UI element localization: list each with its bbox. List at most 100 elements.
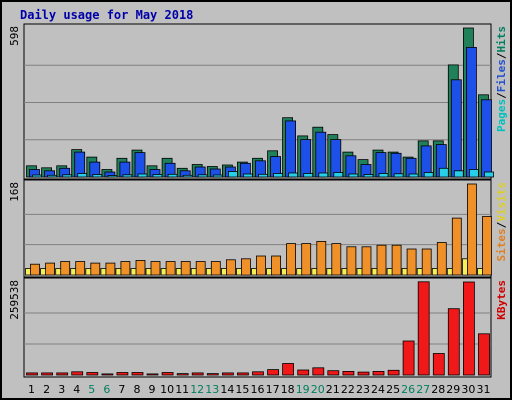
- bar-sites-day-7: [120, 261, 131, 276]
- x-tick-label-11: 11: [175, 383, 189, 396]
- bar-sites-day-13: [210, 261, 221, 276]
- x-tick-label-21: 21: [326, 383, 340, 396]
- bar-kbytes-day-28: [432, 353, 445, 376]
- bar-sites-day-12: [195, 261, 206, 276]
- x-tick-label-1: 1: [28, 383, 35, 396]
- x-tick-label-2: 2: [43, 383, 50, 396]
- bar-kbytes-day-24: [372, 370, 385, 376]
- x-tick-label-12: 12: [190, 383, 204, 396]
- bar-kbytes-day-16: [252, 371, 264, 376]
- bar-pages-day-12: [197, 174, 208, 178]
- x-tick-label-15: 15: [235, 383, 249, 396]
- bar-kbytes-day-10: [161, 372, 174, 376]
- bar-pages-day-3: [62, 174, 73, 178]
- bar-kbytes-day-21: [327, 370, 340, 376]
- bar-sites-day-9: [150, 261, 161, 276]
- bar-sites-day-22: [346, 246, 357, 276]
- bar-sites-day-15: [240, 258, 251, 276]
- x-tick-label-18: 18: [281, 383, 295, 396]
- panel-1-max-label: 598: [8, 26, 21, 46]
- chart-title: Daily usage for May 2018: [20, 8, 194, 22]
- bar-kbytes-day-4: [71, 371, 84, 376]
- bar-kbytes-day-22: [342, 370, 355, 376]
- legend-label-kbytes: KBytes: [495, 280, 508, 320]
- legend-label-separator: /: [495, 221, 508, 228]
- bar-kbytes-day-15: [236, 372, 249, 376]
- x-tick-label-7: 7: [118, 383, 125, 396]
- bar-pages-day-17: [273, 173, 284, 178]
- bar-sites-day-19: [301, 243, 312, 276]
- bar-sites-day-21: [331, 243, 342, 276]
- x-tick-label-14: 14: [220, 383, 234, 396]
- legend-label-hits: Hits: [495, 26, 508, 53]
- bar-sites-day-4: [75, 261, 86, 276]
- x-tick-label-3: 3: [58, 383, 65, 396]
- legend-label-sites: Sites: [495, 228, 508, 261]
- bar-sites-day-5: [90, 262, 101, 276]
- bar-kbytes-day-20: [312, 367, 325, 376]
- x-tick-label-17: 17: [266, 383, 280, 396]
- bar-pages-day-26: [408, 173, 419, 178]
- bar-sites-day-23: [361, 246, 372, 276]
- bar-sites-day-18: [286, 243, 297, 276]
- bar-pages-day-4: [77, 173, 88, 178]
- bar-pages-day-31: [484, 171, 494, 178]
- bar-kbytes-day-9: [146, 373, 159, 376]
- bar-kbytes-day-26: [402, 340, 415, 376]
- bar-files-day-8: [134, 152, 146, 178]
- x-tick-label-5: 5: [88, 383, 95, 396]
- bar-pages-day-20: [318, 172, 329, 178]
- bar-sites-day-25: [391, 244, 402, 276]
- bar-pages-day-28: [438, 167, 449, 178]
- x-tick-label-9: 9: [149, 383, 156, 396]
- bar-pages-day-11: [182, 174, 193, 178]
- bar-pages-day-24: [378, 173, 389, 178]
- bar-pages-day-16: [258, 173, 268, 178]
- legend-label-separator: /: [495, 92, 508, 99]
- bar-kbytes-day-2: [41, 372, 53, 376]
- panel-2-max-label: 168: [8, 182, 21, 202]
- bar-pages-day-2: [47, 174, 57, 178]
- bar-files-day-30: [465, 47, 477, 178]
- legend-label-visits: Visits: [495, 182, 508, 222]
- bar-pages-day-22: [348, 173, 359, 178]
- bar-sites-day-31: [482, 216, 492, 276]
- bar-sites-day-16: [256, 255, 266, 276]
- bar-sites-day-8: [135, 259, 146, 276]
- bar-files-day-31: [481, 99, 492, 178]
- x-tick-label-24: 24: [371, 383, 385, 396]
- bar-kbytes-day-1: [26, 372, 38, 376]
- bar-sites-day-2: [45, 262, 55, 276]
- panel-3-max-label: 259538: [8, 280, 21, 320]
- bar-pages-day-15: [242, 173, 253, 178]
- bar-files-day-19: [300, 139, 312, 178]
- x-tick-label-8: 8: [134, 383, 141, 396]
- bar-kbytes-day-13: [206, 373, 219, 376]
- x-tick-label-6: 6: [103, 383, 110, 396]
- bar-kbytes-day-7: [116, 372, 129, 376]
- x-tick-label-26: 26: [401, 383, 415, 396]
- x-tick-label-28: 28: [431, 383, 445, 396]
- bar-sites-day-17: [271, 255, 282, 276]
- bar-pages-day-1: [32, 174, 42, 178]
- x-tick-label-31: 31: [477, 383, 491, 396]
- bar-kbytes-day-17: [267, 369, 280, 376]
- bar-pages-day-27: [423, 172, 434, 178]
- panel-2-legend: Sites/Visits: [495, 182, 508, 262]
- bar-sites-day-27: [421, 248, 432, 276]
- bar-kbytes-day-3: [56, 372, 69, 376]
- bar-files-day-20: [315, 131, 327, 178]
- bar-sites-day-14: [225, 259, 236, 276]
- bar-pages-day-30: [468, 169, 479, 178]
- bar-files-day-18: [285, 120, 297, 178]
- bar-pages-day-14: [227, 171, 238, 178]
- bar-pages-day-7: [122, 174, 133, 178]
- x-tick-label-29: 29: [446, 383, 460, 396]
- bar-pages-day-10: [167, 173, 178, 178]
- bar-pages-day-5: [92, 174, 103, 178]
- x-tick-label-13: 13: [205, 383, 219, 396]
- x-tick-label-27: 27: [416, 383, 430, 396]
- bar-sites-day-10: [165, 261, 176, 276]
- x-tick-label-23: 23: [356, 383, 370, 396]
- bar-kbytes-day-5: [86, 372, 99, 376]
